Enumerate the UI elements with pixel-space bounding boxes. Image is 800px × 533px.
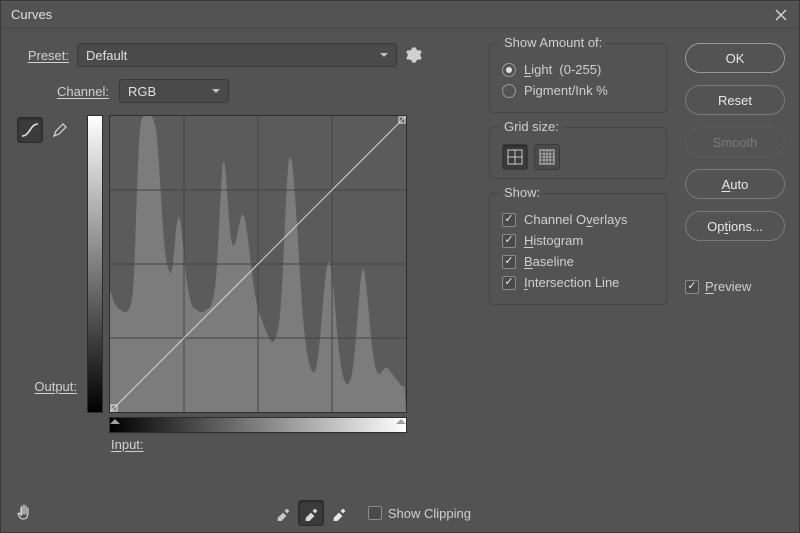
close-icon[interactable]: [773, 7, 789, 23]
curve-tool-icon[interactable]: [17, 117, 43, 143]
show-amount-legend: Show Amount of:: [500, 35, 606, 50]
buttons-panel: OK Reset Smooth Auto Options... Preview: [685, 43, 785, 518]
horizontal-gradient[interactable]: [109, 417, 407, 433]
show-amount-fieldset: Show Amount of: Light (0-255) Pigment/In…: [489, 43, 667, 113]
white-eyedropper-icon[interactable]: [326, 500, 352, 526]
light-radio[interactable]: [502, 63, 516, 77]
grid-size-fieldset: Grid size:: [489, 127, 667, 179]
auto-button[interactable]: Auto: [685, 169, 785, 199]
baseline-row[interactable]: Baseline: [502, 254, 654, 269]
options-panel: Show Amount of: Light (0-255) Pigment/In…: [489, 43, 667, 518]
vertical-gradient: [87, 115, 103, 413]
histogram-checkbox[interactable]: [502, 234, 516, 248]
pigment-radio-row[interactable]: Pigment/Ink %: [502, 83, 654, 98]
intersection-row[interactable]: Intersection Line: [502, 275, 654, 290]
show-clipping-label[interactable]: Show Clipping: [388, 506, 471, 521]
channel-label: Channel:: [47, 84, 109, 99]
ok-button[interactable]: OK: [685, 43, 785, 73]
curves-graph[interactable]: [109, 115, 407, 413]
on-image-adjust-icon[interactable]: [11, 499, 39, 527]
pencil-tool-icon[interactable]: [47, 117, 73, 143]
options-button[interactable]: Options...: [685, 211, 785, 241]
preset-value: Default: [86, 48, 127, 63]
input-label: Input:: [111, 437, 144, 452]
show-clipping-checkbox[interactable]: [368, 506, 382, 520]
histogram-row[interactable]: Histogram: [502, 233, 654, 248]
curves-graph-area: Input:: [87, 115, 409, 455]
dialog-title: Curves: [11, 7, 773, 22]
gear-icon[interactable]: [405, 46, 423, 64]
preview-row[interactable]: Preview: [685, 279, 785, 294]
channel-overlays-row[interactable]: Channel Overlays: [502, 212, 654, 227]
show-fieldset: Show: Channel Overlays Histogram Baselin…: [489, 193, 667, 305]
pigment-radio-label: Pigment/Ink %: [524, 83, 608, 98]
white-point-handle-icon[interactable]: [396, 414, 406, 424]
show-legend: Show:: [500, 185, 544, 200]
left-panel: Preset: Default Channel: RGB: [17, 43, 471, 518]
intersection-checkbox[interactable]: [502, 276, 516, 290]
grid-coarse-icon[interactable]: [502, 144, 528, 170]
reset-button[interactable]: Reset: [685, 85, 785, 115]
grid-size-legend: Grid size:: [500, 119, 563, 134]
baseline-checkbox[interactable]: [502, 255, 516, 269]
output-label: Output:: [17, 379, 79, 394]
channel-value: RGB: [128, 84, 156, 99]
channel-select[interactable]: RGB: [119, 79, 229, 103]
preview-label: Preview: [705, 279, 751, 294]
pigment-radio[interactable]: [502, 84, 516, 98]
light-radio-row[interactable]: Light (0-255): [502, 62, 654, 77]
curves-dialog: Curves Preset: Default Channel: RGB: [0, 0, 800, 533]
channel-overlays-checkbox[interactable]: [502, 213, 516, 227]
preset-select[interactable]: Default: [77, 43, 397, 67]
titlebar: Curves: [1, 1, 799, 29]
preset-label: Preset:: [17, 48, 69, 63]
black-eyedropper-icon[interactable]: [270, 500, 296, 526]
gray-eyedropper-icon[interactable]: [298, 500, 324, 526]
preview-checkbox[interactable]: [685, 280, 699, 294]
light-radio-label: Light (0-255): [524, 62, 601, 77]
smooth-button: Smooth: [685, 127, 785, 157]
black-point-handle-icon[interactable]: [110, 414, 120, 424]
grid-fine-icon[interactable]: [534, 144, 560, 170]
